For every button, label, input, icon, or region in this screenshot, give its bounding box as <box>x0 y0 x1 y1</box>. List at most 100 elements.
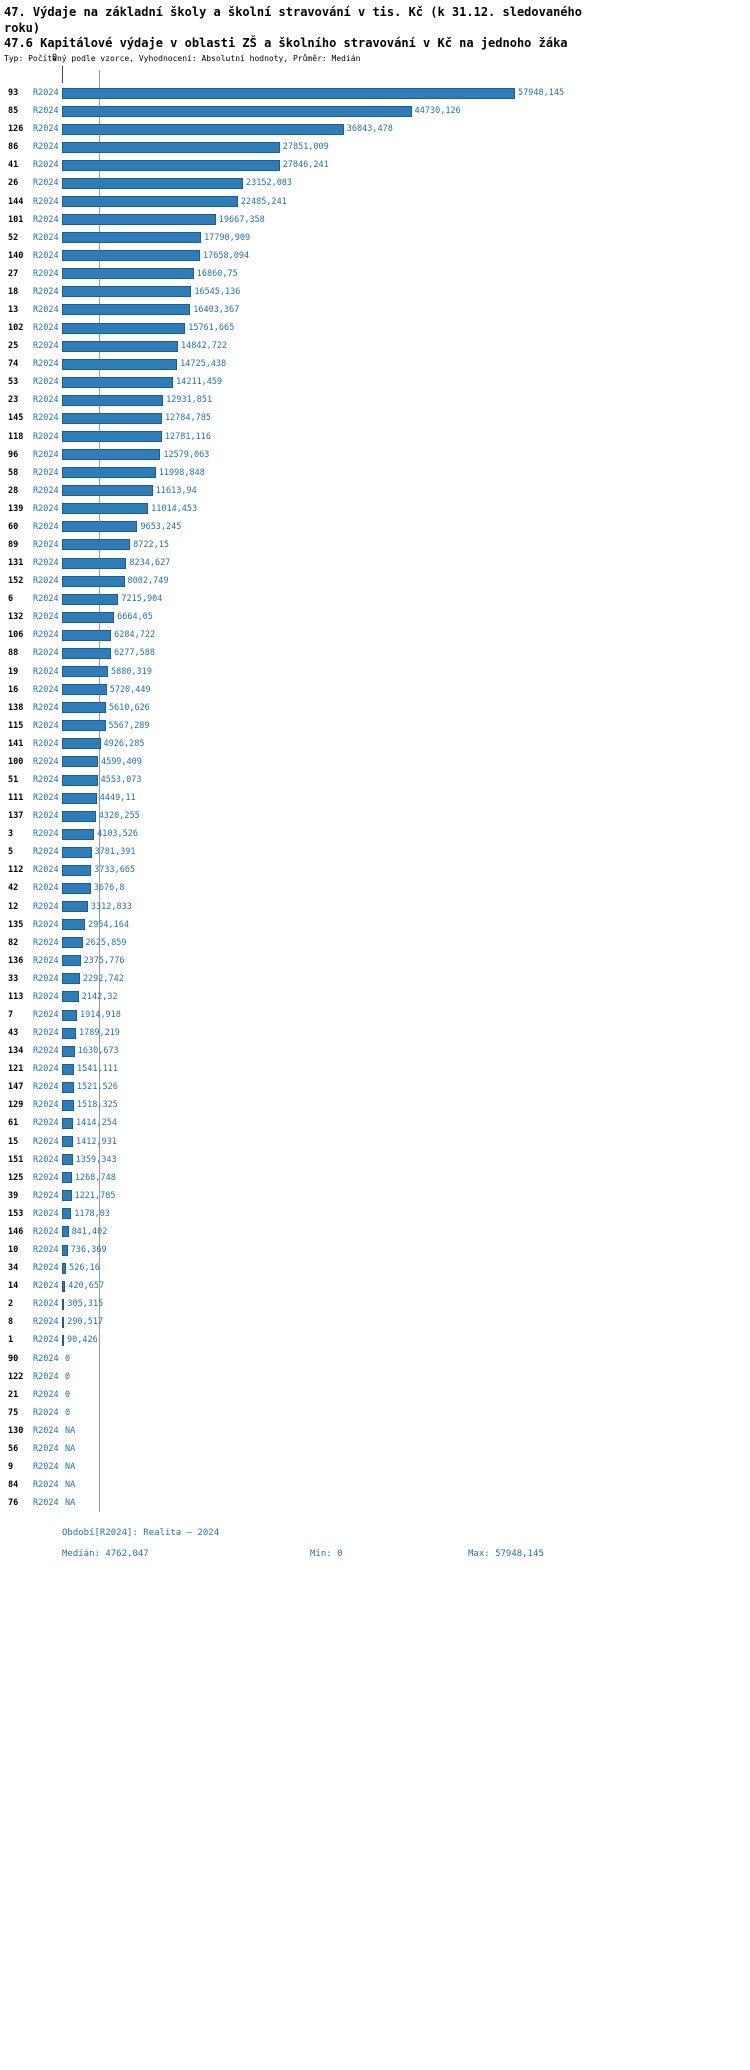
row-bar <box>62 629 112 641</box>
row-id-label: 129 <box>8 1100 24 1111</box>
row-bar <box>62 774 98 786</box>
row-bar <box>62 1280 66 1292</box>
row-bar <box>62 684 107 696</box>
row-bar <box>62 412 162 424</box>
row-value-label: 1412,931 <box>76 1136 117 1147</box>
row-value-label: 3733,665 <box>94 865 136 876</box>
row-period-label: R2024 <box>33 304 59 315</box>
row-bar <box>62 87 515 99</box>
row-id-label: 112 <box>8 865 24 876</box>
row-bar <box>62 919 86 931</box>
chart-row: 146 R2024 841,402 <box>0 1223 750 1241</box>
row-id-label: 19 <box>8 666 19 677</box>
row-value-label: 4553,073 <box>100 775 142 785</box>
row-period-label: R2024 <box>33 811 59 822</box>
row-bar-area: 2625,859 <box>62 937 750 949</box>
row-id-label: 2 <box>8 1299 14 1310</box>
chart-row: 13 R2024 16403,367 <box>0 301 750 319</box>
row-period-label: R2024 <box>33 1010 59 1021</box>
row-value-label: 5720,449 <box>109 684 151 695</box>
chart-row: 16 R2024 5720,449 <box>0 681 750 699</box>
row-period-label: R2024 <box>33 919 59 930</box>
row-period-label: R2024 <box>33 612 59 623</box>
row-bar-area: 23152,083 <box>62 177 750 189</box>
row-bar-area: 0 <box>62 1354 750 1364</box>
row-bar-area: NA <box>62 1480 750 1490</box>
chart-row: 135 R2024 2954,164 <box>0 916 750 934</box>
chart-row: 151 R2024 1359,343 <box>0 1151 750 1169</box>
row-bar <box>62 1244 68 1256</box>
row-period-label: R2024 <box>33 684 59 695</box>
chart-row: 126 R2024 36043,478 <box>0 120 750 138</box>
row-period-label: R2024 <box>33 666 59 677</box>
row-id-label: 141 <box>8 738 24 749</box>
row-bar <box>62 1081 74 1093</box>
row-value-label: 12781,116 <box>164 431 211 442</box>
row-value-label: 12784,785 <box>164 413 211 424</box>
row-value-label: 2954,164 <box>88 919 130 930</box>
row-bar <box>62 268 194 280</box>
row-bar-area: 1268,748 <box>62 1172 750 1184</box>
row-id-label: 25 <box>8 341 19 352</box>
row-id-label: 125 <box>8 1172 24 1183</box>
chart-row: 27 R2024 16860,75 <box>0 265 750 283</box>
row-bar <box>62 358 178 370</box>
row-bar-area: 1518,325 <box>62 1099 750 1111</box>
row-value-label: 16860,75 <box>196 268 238 279</box>
chart-row: 10 R2024 736,369 <box>0 1241 750 1259</box>
row-id-label: 101 <box>8 214 24 225</box>
row-bar-area: 14842,722 <box>62 340 750 352</box>
row-id-label: 147 <box>8 1082 24 1093</box>
row-value-label: 290,517 <box>67 1317 104 1328</box>
row-bar-area: 27846,241 <box>62 159 750 171</box>
row-id-label: 1 <box>8 1335 14 1346</box>
row-id-label: 152 <box>8 576 24 587</box>
row-bar-area: 16403,367 <box>62 304 750 316</box>
row-bar <box>62 901 88 913</box>
row-period-label: R2024 <box>33 395 59 406</box>
row-value-label: 1518,325 <box>76 1100 118 1111</box>
row-id-label: 23 <box>8 395 19 406</box>
row-period-label: R2024 <box>33 1245 59 1256</box>
chart-row: 132 R2024 6664,05 <box>0 608 750 626</box>
row-period-label: R2024 <box>33 106 59 117</box>
chart-row: 23 R2024 12931,851 <box>0 391 750 409</box>
row-bar <box>62 449 161 461</box>
row-id-label: 96 <box>8 449 19 460</box>
chart-row: 28 R2024 11613,94 <box>0 482 750 500</box>
row-id-label: 53 <box>8 377 19 388</box>
row-value-label: 11613,94 <box>155 485 197 496</box>
row-id-label: 115 <box>8 720 24 731</box>
chart-row: 125 R2024 1268,748 <box>0 1169 750 1187</box>
row-id-label: 75 <box>8 1407 19 1418</box>
row-value-label: 57948,145 <box>518 88 565 99</box>
row-bar-area: 4449,11 <box>62 792 750 804</box>
row-bar-area: 11613,94 <box>62 485 750 497</box>
chart-row: 144 R2024 22485,241 <box>0 192 750 210</box>
row-id-label: 138 <box>8 702 24 713</box>
chart-row: 58 R2024 11998,848 <box>0 464 750 482</box>
row-period-label: R2024 <box>33 648 59 659</box>
chart-row: 2 R2024 305,315 <box>0 1295 750 1313</box>
row-period-label: R2024 <box>33 341 59 352</box>
row-id-label: 76 <box>8 1498 19 1509</box>
row-id-label: 82 <box>8 937 19 948</box>
row-id-label: 131 <box>8 558 24 569</box>
chart-row: 115 R2024 5567,289 <box>0 717 750 735</box>
chart-row: 145 R2024 12784,785 <box>0 409 750 427</box>
chart-row: 137 R2024 4320,255 <box>0 807 750 825</box>
row-value-label: 11014,453 <box>151 503 198 514</box>
row-bar-area: 4320,255 <box>62 810 750 822</box>
row-period-label: R2024 <box>33 1461 59 1472</box>
row-value-label: 0 <box>65 1407 71 1418</box>
chart-row: 113 R2024 2142,32 <box>0 988 750 1006</box>
row-bar-area: 17658,094 <box>62 250 750 262</box>
row-value-label: 14211,459 <box>176 377 223 388</box>
row-period-label: R2024 <box>33 196 59 207</box>
chart-row: 75 R2024 0 <box>0 1404 750 1422</box>
row-period-label: R2024 <box>33 431 59 442</box>
row-period-label: R2024 <box>33 449 59 460</box>
row-value-label: 4103,526 <box>97 829 139 840</box>
row-period-label: R2024 <box>33 521 59 532</box>
row-period-label: R2024 <box>33 250 59 261</box>
